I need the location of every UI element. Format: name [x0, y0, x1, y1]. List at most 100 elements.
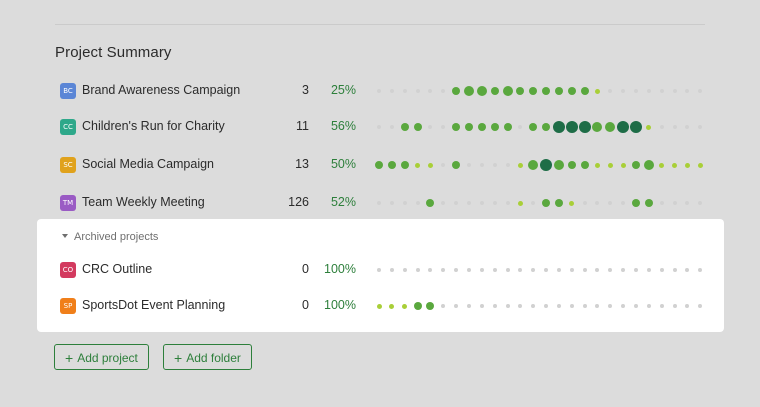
archived-projects-toggle[interactable]: Archived projects: [62, 231, 158, 243]
activity-dot: [502, 86, 513, 96]
activity-dot: [605, 122, 616, 132]
project-name[interactable]: Social Media Campaign: [82, 157, 215, 171]
activity-dot: [463, 86, 474, 96]
activity-dots: [372, 191, 708, 215]
activity-dot: [672, 201, 677, 205]
activity-dot: [634, 268, 638, 272]
activity-dot: [620, 162, 626, 168]
project-count: 11: [296, 119, 309, 133]
activity-dot: [426, 199, 435, 207]
activity-dot: [389, 89, 394, 93]
project-row[interactable]: TM Team Weekly Meeting 126 52%: [0, 191, 760, 215]
activity-dot: [608, 304, 613, 308]
activity-dot: [490, 87, 499, 95]
activity-dot: [698, 304, 703, 308]
project-name[interactable]: CRC Outline: [82, 262, 153, 276]
project-avatar: BC: [60, 83, 76, 99]
activity-dot: [415, 162, 421, 168]
archived-project-row[interactable]: SP SportsDot Event Planning 0 100%: [0, 294, 760, 318]
activity-dot: [505, 268, 510, 272]
activity-dot: [505, 201, 510, 205]
project-percent: 50%: [330, 157, 356, 171]
activity-dot: [643, 160, 654, 170]
activity-dot: [531, 268, 536, 272]
activity-dot: [427, 162, 433, 168]
activity-dot: [415, 268, 420, 272]
activity-dot: [476, 86, 487, 96]
activity-dot: [685, 125, 690, 129]
activity-dot: [516, 87, 525, 95]
activity-dot: [505, 163, 510, 167]
plus-icon: +: [174, 350, 183, 366]
add-folder-button[interactable]: + Add folder: [163, 344, 252, 370]
activity-dot: [578, 121, 591, 133]
add-folder-label: Add folder: [186, 351, 241, 365]
archived-project-row[interactable]: CO CRC Outline 0 100%: [0, 258, 760, 282]
activity-dot: [452, 87, 461, 95]
activity-dot: [595, 268, 600, 272]
activity-dot: [672, 125, 677, 129]
activity-dot: [464, 123, 473, 131]
activity-dots: [372, 153, 708, 177]
activity-dot: [466, 201, 471, 205]
activity-dot: [517, 200, 523, 206]
activity-dot: [672, 268, 677, 272]
activity-dot: [540, 159, 553, 171]
activity-dot: [441, 304, 446, 308]
activity-dot: [428, 125, 433, 129]
activity-dot: [542, 199, 551, 207]
add-project-button[interactable]: + Add project: [54, 344, 149, 370]
activity-dot: [646, 89, 651, 93]
activity-dot: [518, 304, 523, 308]
activity-dot: [621, 89, 626, 93]
activity-dot: [413, 123, 422, 131]
activity-dot: [552, 121, 565, 133]
project-row[interactable]: SC Social Media Campaign 13 50%: [0, 153, 760, 177]
activity-dot: [542, 87, 551, 95]
project-count: 0: [302, 262, 309, 276]
activity-dot: [580, 161, 589, 169]
activity-dot: [684, 162, 690, 168]
project-count: 13: [295, 157, 309, 171]
activity-dot: [389, 303, 395, 309]
activity-dot: [685, 304, 690, 308]
activity-dot: [659, 304, 664, 308]
activity-dot: [554, 87, 563, 95]
activity-dot: [567, 87, 576, 95]
project-row[interactable]: CC Children's Run for Charity 11 56%: [0, 115, 760, 139]
activity-dot: [594, 162, 600, 168]
project-name[interactable]: Children's Run for Charity: [82, 119, 225, 133]
activity-dot: [413, 302, 422, 310]
project-count: 3: [302, 83, 309, 97]
activity-dot: [479, 268, 484, 272]
project-percent: 52%: [330, 195, 356, 209]
activity-dots: [372, 115, 708, 139]
activity-dot: [544, 268, 549, 272]
project-percent: 100%: [324, 262, 356, 276]
activity-dot: [528, 160, 539, 170]
activity-dot: [441, 201, 446, 205]
project-avatar: CC: [60, 119, 76, 135]
activity-dot: [415, 201, 420, 205]
activity-dot: [376, 303, 382, 309]
activity-dot: [556, 304, 561, 308]
project-name[interactable]: Brand Awareness Campaign: [82, 83, 241, 97]
activity-dot: [377, 89, 381, 93]
activity-dot: [441, 89, 446, 93]
activity-dots: [372, 258, 708, 282]
project-name[interactable]: Team Weekly Meeting: [82, 195, 205, 209]
activity-dot: [529, 87, 538, 95]
project-row[interactable]: BC Brand Awareness Campaign 3 25%: [0, 79, 760, 103]
activity-dots: [372, 294, 708, 318]
activity-dot: [594, 88, 600, 94]
project-name[interactable]: SportsDot Event Planning: [82, 298, 226, 312]
activity-dot: [621, 304, 626, 308]
activity-dot: [556, 268, 561, 272]
activity-dot: [492, 268, 497, 272]
activity-dot: [634, 89, 638, 93]
activity-dot: [441, 125, 446, 129]
activity-dot: [402, 89, 407, 93]
activity-dot: [454, 201, 459, 205]
add-project-label: Add project: [77, 351, 138, 365]
archived-projects-panel: [37, 219, 724, 332]
